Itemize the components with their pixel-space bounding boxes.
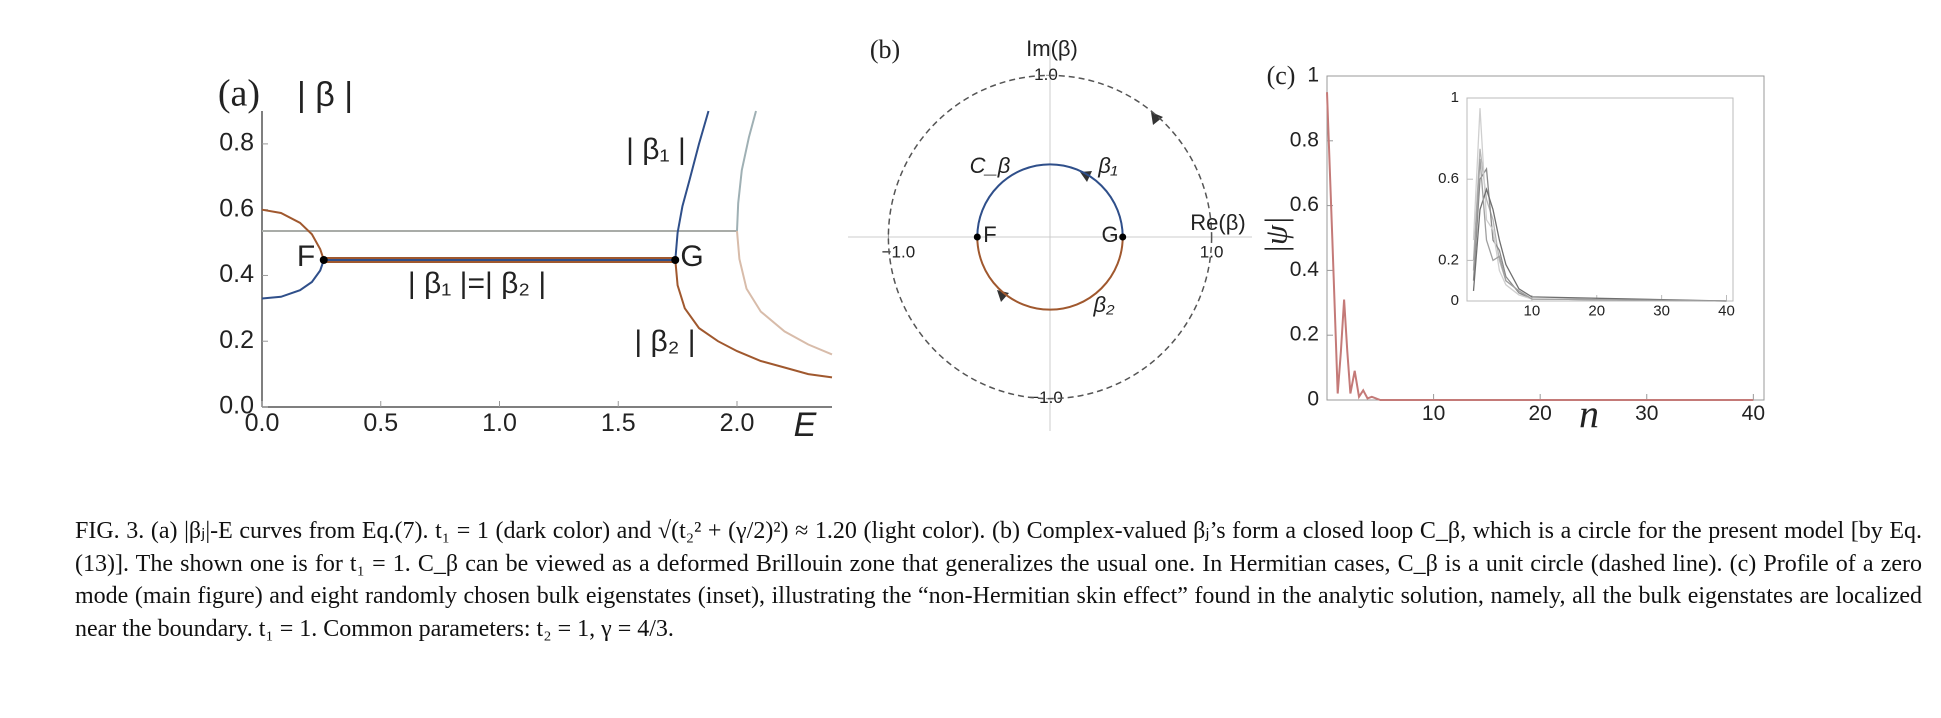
- x-axis-label: E: [794, 406, 817, 444]
- annotation: | β₁ |: [626, 133, 686, 166]
- y-tick-label: 1: [1307, 64, 1319, 87]
- annotation: C_β: [970, 153, 1011, 178]
- y-tick-label: 0.0: [219, 392, 254, 420]
- arrowhead: [1151, 112, 1163, 125]
- y-tick-label: 0.4: [219, 260, 254, 288]
- x-tick-label: 40: [1742, 402, 1765, 425]
- series-line: [1472, 108, 1727, 302]
- panel-label: (b): [870, 35, 900, 64]
- loop-upper: [976, 163, 1124, 238]
- annotation: | β₂ |: [634, 325, 695, 358]
- series-line: [1326, 92, 1754, 401]
- annotation: β₁: [1097, 153, 1118, 178]
- annotation: F: [983, 222, 996, 247]
- x-tick-label: 30: [1653, 302, 1670, 319]
- y-axis-label: |ψ|: [1257, 216, 1293, 253]
- x-tick-label: 20: [1588, 302, 1605, 319]
- x-tick-label: −1.0: [882, 242, 916, 261]
- y-tick-label: 0.6: [1438, 170, 1459, 187]
- x-tick-label: 0.0: [245, 409, 280, 437]
- arrowhead: [1080, 171, 1092, 182]
- annotation: F: [297, 240, 315, 273]
- plot-frame: [1466, 97, 1734, 302]
- y-tick-label: 0.6: [219, 194, 254, 222]
- x-tick-label: 10: [1524, 302, 1541, 319]
- x-tick-label: 10: [1422, 402, 1445, 425]
- series-line: [261, 259, 325, 300]
- point: [671, 255, 680, 264]
- x-axis-label: n: [1579, 391, 1599, 436]
- series-line: [674, 110, 710, 261]
- y-tick-label: 0.2: [1290, 323, 1319, 346]
- series-line: [1472, 148, 1727, 302]
- y-tick-label: 0.6: [1290, 193, 1319, 216]
- y-tick-label: 0: [1307, 388, 1319, 411]
- x-axis-label: Re(β): [1190, 210, 1245, 235]
- x-tick-label: 2.0: [720, 409, 755, 437]
- y-tick-label: 0.2: [1438, 251, 1459, 268]
- series-line: [1472, 187, 1727, 302]
- y-axis-label: | β |: [297, 76, 353, 114]
- unit-circle: [887, 74, 1213, 400]
- y-tick-label: 0.8: [219, 128, 254, 156]
- point: [319, 255, 328, 264]
- arrowhead: [997, 290, 1009, 302]
- y-tick-label: 1: [1451, 89, 1459, 106]
- series-line: [1472, 158, 1727, 302]
- point: [973, 233, 981, 241]
- panel-label: (a): [218, 73, 260, 115]
- arrows: [997, 112, 1163, 302]
- series-line: [1472, 167, 1727, 302]
- x-tick-label: 30: [1635, 402, 1658, 425]
- loop-lower: [976, 236, 1124, 311]
- x-tick-label: 1.0: [482, 409, 517, 437]
- y-tick-label: 0.2: [219, 326, 254, 354]
- y-tick-label: 1.0: [1034, 65, 1058, 84]
- series-line: [261, 208, 325, 261]
- x-tick-label: 20: [1528, 402, 1551, 425]
- y-axis-label: Im(β): [1026, 36, 1078, 61]
- annotation: G: [1101, 222, 1118, 247]
- y-tick-label: 0: [1451, 292, 1459, 309]
- series-line: [736, 110, 757, 232]
- annotation: G: [680, 240, 703, 273]
- y-tick-label: −1.0: [1029, 388, 1063, 407]
- point: [1119, 233, 1127, 241]
- y-tick-label: 0.4: [1290, 258, 1320, 281]
- series-line: [674, 259, 833, 379]
- annotation: | β₁ |=| β₂ |: [408, 267, 546, 300]
- panel-label: (c): [1267, 61, 1296, 90]
- plot-frame: [1326, 75, 1765, 401]
- series-line: [736, 230, 833, 356]
- y-tick-label: 0.8: [1290, 128, 1319, 151]
- x-tick-label: 40: [1718, 302, 1735, 319]
- annotation: β₂: [1093, 292, 1116, 317]
- x-tick-label: 1.5: [601, 409, 636, 437]
- caption: FIG. 3. (a) |βⱼ|-E curves from Eq.(7). t…: [75, 518, 1922, 642]
- x-tick-label: 0.5: [363, 409, 398, 437]
- figure: 0.0 0.5 1.0 1.5 2.0 0.0 0.2 0.4 0.6 0.8 (a) | β | E F…: [218, 35, 1765, 444]
